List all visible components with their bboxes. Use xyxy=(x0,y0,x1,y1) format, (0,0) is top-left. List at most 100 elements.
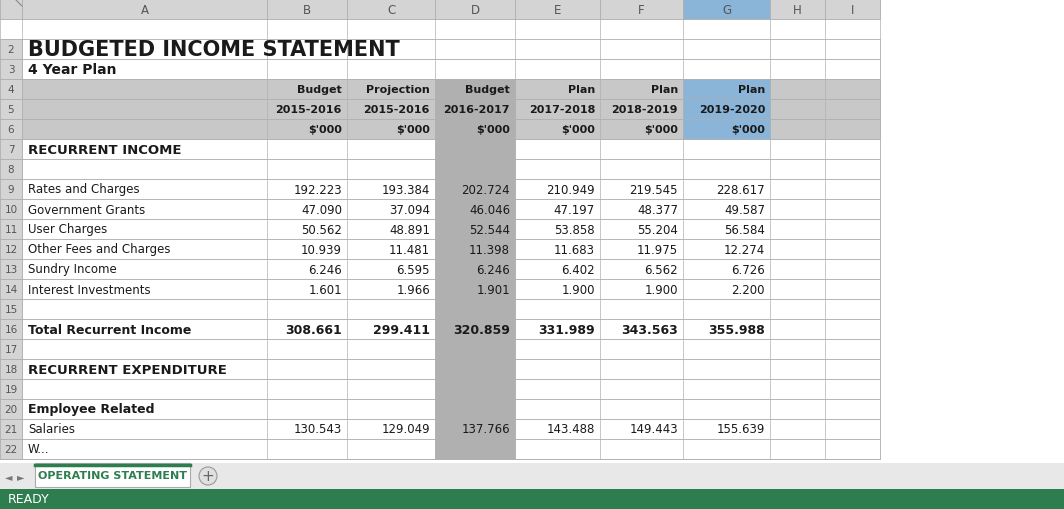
Text: 10.939: 10.939 xyxy=(301,243,342,256)
Text: 210.949: 210.949 xyxy=(547,183,595,196)
Text: 202.724: 202.724 xyxy=(462,183,510,196)
Text: Plan: Plan xyxy=(568,85,595,95)
Text: 193.384: 193.384 xyxy=(382,183,430,196)
Bar xyxy=(0,439,22,459)
Bar xyxy=(0,379,22,399)
Text: 11.398: 11.398 xyxy=(469,243,510,256)
Text: 1.900: 1.900 xyxy=(562,283,595,296)
Text: +: + xyxy=(201,468,214,483)
Text: 11.683: 11.683 xyxy=(554,243,595,256)
Bar xyxy=(0,0,22,20)
Text: G: G xyxy=(722,4,731,16)
Bar xyxy=(0,240,22,260)
Bar xyxy=(22,319,880,340)
Text: $'000: $'000 xyxy=(309,125,342,135)
Text: 2017-2018: 2017-2018 xyxy=(529,105,595,115)
Bar xyxy=(435,219,515,240)
Text: 2018-2019: 2018-2019 xyxy=(612,105,678,115)
Text: 1.601: 1.601 xyxy=(309,283,342,296)
Text: 4: 4 xyxy=(7,85,14,95)
Bar xyxy=(0,279,22,299)
Bar xyxy=(435,240,515,260)
Text: 22: 22 xyxy=(4,444,18,454)
Bar xyxy=(435,180,515,200)
Text: 49.587: 49.587 xyxy=(724,203,765,216)
Text: READY: READY xyxy=(9,493,50,505)
Bar xyxy=(435,319,515,340)
Text: 6.726: 6.726 xyxy=(731,263,765,276)
Text: I: I xyxy=(851,4,854,16)
Bar xyxy=(435,279,515,299)
Text: 53.858: 53.858 xyxy=(554,223,595,236)
Bar xyxy=(22,419,880,439)
Text: F: F xyxy=(638,4,645,16)
Text: Employee Related: Employee Related xyxy=(28,403,154,416)
Text: $'000: $'000 xyxy=(644,125,678,135)
Text: BUDGETED INCOME STATEMENT: BUDGETED INCOME STATEMENT xyxy=(28,40,400,60)
Bar xyxy=(267,0,347,20)
Text: Interest Investments: Interest Investments xyxy=(28,283,151,296)
Text: Projection: Projection xyxy=(366,85,430,95)
Text: 331.989: 331.989 xyxy=(538,323,595,336)
Text: 299.411: 299.411 xyxy=(373,323,430,336)
Bar xyxy=(22,180,880,200)
Bar xyxy=(435,100,515,120)
Bar xyxy=(35,463,190,487)
Bar xyxy=(0,260,22,279)
Bar xyxy=(0,40,22,60)
Text: $'000: $'000 xyxy=(476,125,510,135)
Text: 130.543: 130.543 xyxy=(294,422,342,436)
Text: 6.246: 6.246 xyxy=(477,263,510,276)
Bar xyxy=(22,359,880,379)
Text: ►: ► xyxy=(17,471,24,481)
Text: 10: 10 xyxy=(4,205,18,215)
Text: 18: 18 xyxy=(4,364,18,374)
Text: 12.274: 12.274 xyxy=(724,243,765,256)
Text: 3: 3 xyxy=(7,65,14,75)
Text: 48.377: 48.377 xyxy=(637,203,678,216)
Bar xyxy=(0,359,22,379)
Text: $'000: $'000 xyxy=(561,125,595,135)
Text: User Charges: User Charges xyxy=(28,223,107,236)
Bar xyxy=(0,60,22,80)
Text: 16: 16 xyxy=(4,324,18,334)
Text: 37.094: 37.094 xyxy=(389,203,430,216)
Bar xyxy=(0,419,22,439)
Text: 2: 2 xyxy=(7,45,14,55)
Bar xyxy=(683,80,770,100)
Bar xyxy=(683,120,770,140)
Bar xyxy=(22,80,880,100)
Text: Total Recurrent Income: Total Recurrent Income xyxy=(28,323,192,336)
Bar xyxy=(22,439,880,459)
Bar xyxy=(0,140,22,160)
Bar xyxy=(683,0,770,20)
Bar xyxy=(0,340,22,359)
Text: 9: 9 xyxy=(7,185,14,194)
Bar xyxy=(435,340,515,359)
Bar xyxy=(435,419,515,439)
Bar xyxy=(435,379,515,399)
Text: 11.481: 11.481 xyxy=(388,243,430,256)
Bar xyxy=(515,0,600,20)
Bar xyxy=(347,0,435,20)
Bar xyxy=(22,100,880,120)
Text: B: B xyxy=(303,4,311,16)
Text: Government Grants: Government Grants xyxy=(28,203,146,216)
Text: 355.988: 355.988 xyxy=(709,323,765,336)
Bar xyxy=(435,160,515,180)
Bar xyxy=(22,0,267,20)
Bar xyxy=(0,463,1064,489)
Text: E: E xyxy=(554,4,561,16)
Text: 14: 14 xyxy=(4,285,18,294)
Text: 52.544: 52.544 xyxy=(469,223,510,236)
Text: 6: 6 xyxy=(7,125,14,135)
Text: 11.975: 11.975 xyxy=(637,243,678,256)
Bar xyxy=(22,399,880,419)
Text: 2015-2016: 2015-2016 xyxy=(276,105,342,115)
Bar xyxy=(22,340,880,359)
Text: 11: 11 xyxy=(4,224,18,235)
Text: 46.046: 46.046 xyxy=(469,203,510,216)
Text: 12: 12 xyxy=(4,244,18,254)
Text: 13: 13 xyxy=(4,265,18,274)
Bar xyxy=(0,319,22,340)
